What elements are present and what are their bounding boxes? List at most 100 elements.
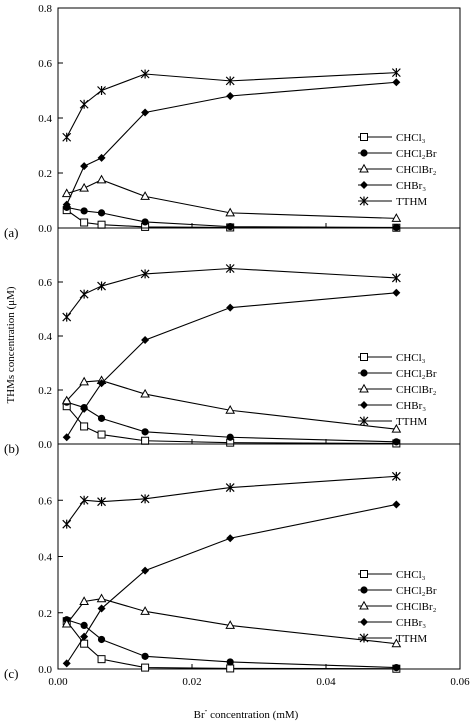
series-CHClBr2 (61, 375, 402, 433)
x-tick-label: 0.06 (450, 676, 470, 688)
legend-label: CHClBr₂ (396, 164, 437, 176)
data-point (226, 92, 235, 100)
legend-marker (360, 353, 368, 361)
data-point (141, 436, 150, 445)
legend-marker (360, 401, 368, 409)
series-CHClBr2 (61, 593, 402, 648)
data-point (62, 433, 71, 442)
data-point (391, 423, 402, 433)
data-point (80, 632, 89, 641)
y-tick-label: 0.2 (38, 385, 52, 397)
legend-marker (359, 416, 369, 426)
y-tick-label: 0.0 (38, 439, 52, 451)
data-point (226, 658, 234, 666)
data-point (61, 618, 72, 628)
legend-marker (359, 600, 369, 610)
panel-label: (a) (4, 225, 18, 240)
data-point (140, 191, 150, 200)
data-point (62, 659, 71, 668)
series-CHBr3 (62, 78, 401, 209)
series-line (66, 267, 397, 318)
legend-marker (360, 149, 368, 157)
legend-label: CHCl₃ (396, 569, 426, 581)
data-point (97, 430, 106, 439)
plot-area: 0.0 0.2 0.4 0.6 0.8 (a) CHCl₃ CHCl₂Br CHClBr₂ CHB… (4, 3, 470, 688)
data-point (225, 620, 236, 629)
data-point (391, 638, 402, 648)
legend-marker (360, 181, 368, 189)
data-point (140, 388, 150, 398)
data-point (391, 273, 401, 283)
data-point (97, 655, 106, 664)
data-point (140, 494, 150, 504)
y-tick-label: 0.6 (38, 58, 52, 70)
legend-label: CHBr₃ (396, 400, 426, 412)
y-tick-label: 0.0 (38, 664, 52, 676)
legend-marker (359, 163, 369, 173)
data-point (226, 664, 235, 673)
data-point (392, 500, 401, 509)
data-point (79, 596, 89, 605)
data-point (61, 188, 72, 198)
data-point (225, 264, 235, 273)
x-tick-label: 0.02 (182, 676, 201, 688)
legend-label: CHCl₂Br (396, 148, 437, 160)
series-TTHM (62, 68, 401, 142)
data-point (97, 414, 106, 422)
data-point (80, 621, 88, 630)
legend-marker (359, 196, 369, 206)
data-point (97, 379, 106, 388)
legend-label: CHCl₂Br (396, 368, 437, 380)
legend-label: TTHM (396, 196, 427, 208)
data-point (80, 404, 89, 413)
legend-label: CHCl₃ (396, 132, 426, 144)
y-tick-label: 0.4 (38, 552, 52, 564)
panel-frame (57, 7, 461, 229)
data-point (97, 153, 106, 162)
data-point (97, 497, 106, 507)
data-point (225, 207, 236, 217)
y-tick-label: 0.8 (38, 3, 52, 15)
y-tick-label: 0.2 (38, 168, 52, 180)
x-axis-title-rest: concentration (mM) (207, 709, 298, 721)
data-point (61, 395, 72, 405)
series-line (66, 292, 397, 438)
data-point (140, 69, 150, 79)
data-point (391, 471, 401, 481)
y-tick-label: 0.0 (38, 223, 52, 235)
panel-0: 0.0 0.2 0.4 0.6 0.8 (a) CHCl₃ CHCl₂Br CHClBr₂ CHB… (4, 3, 461, 240)
legend-label: CHBr₃ (396, 617, 426, 629)
y-tick-label: 0.4 (38, 331, 52, 343)
data-point (97, 209, 106, 217)
data-point (97, 220, 106, 229)
series-TTHM (62, 471, 401, 529)
x-tick-label: 0.04 (316, 676, 336, 688)
data-point (391, 213, 402, 222)
data-point (97, 635, 106, 644)
data-point (392, 663, 400, 672)
data-point (79, 495, 89, 505)
series-CHCl2Br (63, 203, 400, 232)
series-line (66, 598, 397, 645)
data-point (140, 269, 150, 279)
data-point (97, 86, 106, 95)
data-point (79, 376, 89, 386)
legend-marker (360, 133, 368, 141)
legend-label: TTHM (396, 416, 427, 428)
data-point (226, 223, 234, 231)
legend-marker (359, 383, 369, 393)
y-tick-label: 0.6 (38, 277, 52, 289)
legend-marker (360, 570, 368, 578)
y-tick-label: 0.6 (38, 495, 52, 507)
data-point (62, 200, 71, 209)
data-point (79, 182, 89, 192)
series-line (66, 81, 397, 205)
series-line (66, 379, 397, 430)
data-point (392, 288, 401, 297)
data-point (79, 289, 89, 299)
data-point (80, 422, 89, 431)
data-point (392, 78, 401, 87)
legend-marker (359, 633, 369, 643)
series-CHCl2Br (63, 398, 400, 446)
